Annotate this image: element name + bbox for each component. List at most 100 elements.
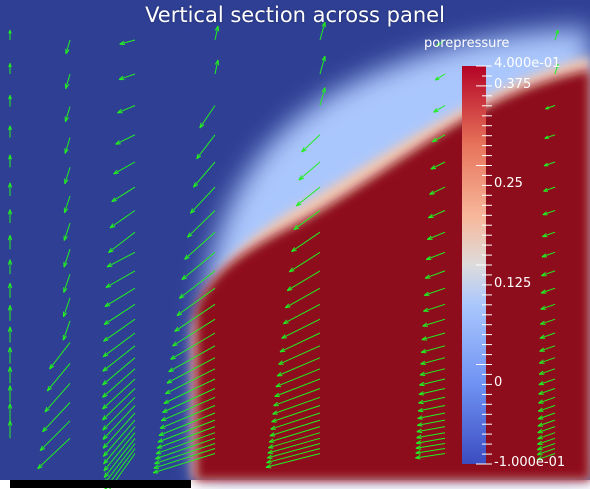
velocity-arrow (103, 318, 136, 342)
velocity-arrow (190, 186, 216, 214)
velocity-arrow-head (423, 291, 430, 296)
velocity-arrow-head (158, 431, 165, 436)
velocity-arrow-head (436, 42, 441, 47)
velocity-arrow-head (431, 137, 438, 143)
velocity-arrow-head (8, 125, 12, 131)
velocity-arrow-head (430, 164, 437, 170)
velocity-arrow (415, 448, 446, 454)
velocity-arrow (105, 270, 136, 288)
colorbar-min-label: -1.000e-01 (494, 455, 566, 470)
velocity-arrow (49, 342, 71, 370)
velocity-arrow-head (8, 29, 12, 34)
velocity-arrow (156, 426, 216, 449)
velocity-arrow-head (64, 148, 69, 154)
velocity-arrow-head (538, 380, 545, 386)
velocity-arrow-head (118, 75, 125, 81)
velocity-arrow (168, 345, 216, 373)
velocity-arrow (102, 419, 136, 457)
velocity-arrow-head (7, 326, 13, 332)
velocity-arrow (104, 287, 136, 308)
velocity-arrow (270, 412, 321, 430)
velocity-arrow (275, 368, 321, 388)
velocity-arrow (539, 345, 556, 352)
velocity-arrow-head (266, 459, 272, 464)
velocity-arrow (118, 73, 136, 80)
velocity-arrow-head (415, 450, 421, 455)
velocity-arrow-head (321, 55, 326, 62)
velocity-arrow (103, 437, 136, 478)
velocity-arrow-head (64, 83, 70, 89)
velocity-arrow (103, 303, 136, 326)
velocity-arrow (418, 388, 446, 395)
velocity-arrow-head (105, 283, 112, 288)
velocity-arrow (163, 378, 216, 404)
velocity-arrow-head (270, 425, 276, 430)
velocity-arrow-head (416, 428, 423, 434)
velocity-arrow-head (8, 63, 12, 68)
velocity-arrow-head (415, 440, 422, 445)
velocity-arrow (102, 405, 136, 440)
velocity-arrow (554, 63, 559, 75)
velocity-arrow (62, 320, 71, 341)
velocity-arrow (174, 303, 216, 332)
velocity-arrow (298, 161, 321, 181)
velocity-arrow (102, 388, 136, 421)
velocity-arrow-head (541, 253, 547, 258)
velocity-arrow (64, 167, 71, 185)
velocity-arrow-head (536, 456, 543, 461)
velocity-arrow (103, 432, 136, 472)
velocity-arrow-head (544, 135, 549, 139)
velocity-arrow (415, 453, 446, 459)
velocity-arrow (429, 186, 446, 195)
velocity-arrow (159, 405, 216, 429)
velocity-arrow (65, 73, 71, 89)
figure-title: Vertical section across panel (145, 3, 445, 27)
velocity-arrow (536, 453, 556, 461)
velocity-arrow-head (539, 334, 546, 339)
velocity-arrow (419, 378, 446, 386)
colorbar-tick-label: 0 (494, 375, 503, 390)
velocity-arrow (108, 231, 136, 253)
velocity-arrow (543, 161, 556, 167)
velocity-arrow (158, 412, 216, 436)
velocity-arrow-head (103, 465, 109, 472)
velocity-arrow (155, 432, 216, 455)
velocity-arrow-head (102, 352, 109, 358)
velocity-arrow-head (102, 366, 108, 372)
velocity-arrow (214, 59, 219, 75)
velocity-arrow (109, 210, 136, 229)
velocity-arrow-head (301, 147, 307, 153)
velocity-arrow-head (102, 392, 108, 398)
panel-bar (10, 480, 191, 488)
velocity-arrow-head (214, 59, 220, 66)
velocity-arrow-head (288, 267, 295, 273)
velocity-arrow (106, 251, 136, 268)
velocity-arrow-head (419, 371, 426, 376)
velocity-arrow-head (192, 182, 199, 188)
velocity-arrow-head (168, 367, 174, 373)
velocity-arrow (274, 378, 321, 397)
colorbar-tick-label: 0.125 (494, 276, 532, 291)
velocity-arrow (436, 39, 446, 47)
velocity-arrow-head (537, 429, 543, 434)
velocity-arrow-head (434, 76, 440, 81)
velocity-arrow (104, 443, 136, 484)
velocity-arrow (537, 419, 556, 427)
velocity-arrow-head (64, 116, 69, 123)
velocity-arrow-head (420, 360, 426, 365)
velocity-arrow (64, 137, 71, 154)
velocity-arrow (63, 249, 71, 268)
velocity-arrow (102, 357, 136, 386)
velocity-arrow-head (102, 434, 108, 441)
velocity-arrow (539, 357, 556, 364)
velocity-arrow-head (538, 390, 544, 395)
velocity-arrow-head (321, 21, 326, 28)
velocity-arrow (427, 231, 446, 240)
velocity-arrow-head (7, 282, 13, 289)
velocity-arrow-head (269, 432, 276, 437)
velocity-arrow-head (103, 320, 110, 326)
velocity-arrow (289, 251, 321, 273)
velocity-arrow-head (63, 235, 68, 241)
velocity-arrow-head (115, 140, 121, 145)
